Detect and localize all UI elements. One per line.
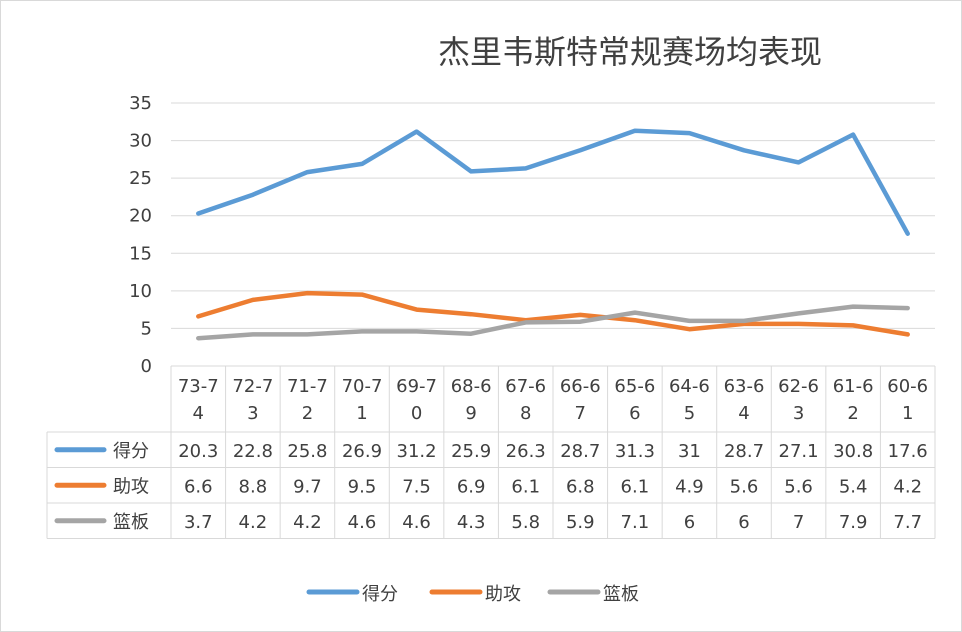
data-label: 28.7 bbox=[560, 441, 600, 462]
y-tick-label: 30 bbox=[129, 131, 152, 152]
data-label: 4.6 bbox=[348, 512, 377, 533]
x-tick-label: 73-7 bbox=[178, 376, 219, 397]
data-label: 31 bbox=[678, 441, 701, 462]
data-label: 25.8 bbox=[287, 441, 327, 462]
x-tick-label: 9 bbox=[465, 403, 476, 424]
x-tick-label: 68-6 bbox=[451, 376, 492, 397]
legend-label: 篮板 bbox=[603, 584, 639, 605]
data-label: 4.9 bbox=[675, 476, 704, 497]
data-label: 3.7 bbox=[184, 512, 213, 533]
x-tick-label: 64-6 bbox=[669, 376, 710, 397]
table-series-name: 得分 bbox=[113, 441, 149, 462]
x-tick-label: 4 bbox=[738, 403, 749, 424]
data-label: 6.6 bbox=[184, 476, 213, 497]
y-tick-label: 5 bbox=[141, 318, 152, 339]
data-label: 6.8 bbox=[566, 476, 595, 497]
x-tick-label: 2 bbox=[847, 403, 858, 424]
data-label: 7.9 bbox=[839, 512, 868, 533]
y-tick-label: 20 bbox=[129, 206, 152, 227]
data-label: 9.7 bbox=[293, 476, 322, 497]
legend: 得分 助攻 篮板 bbox=[306, 584, 639, 605]
x-tick-label: 67-6 bbox=[505, 376, 546, 397]
data-label: 31.2 bbox=[397, 441, 437, 462]
x-tick-label: 4 bbox=[193, 403, 204, 424]
data-label: 26.9 bbox=[342, 441, 382, 462]
x-tick-label: 72-7 bbox=[232, 376, 273, 397]
chart-title: 杰里韦斯特常规赛场均表现 bbox=[438, 33, 822, 71]
x-tick-label: 8 bbox=[520, 403, 531, 424]
data-label: 20.3 bbox=[178, 441, 218, 462]
y-tick-label: 0 bbox=[141, 356, 152, 377]
data-label: 7.5 bbox=[402, 476, 431, 497]
data-label: 4.2 bbox=[893, 476, 922, 497]
data-label: 4.2 bbox=[239, 512, 268, 533]
x-tick-label: 60-6 bbox=[887, 376, 928, 397]
x-tick-label: 3 bbox=[247, 403, 258, 424]
y-tick-label: 35 bbox=[129, 93, 152, 114]
data-label: 17.6 bbox=[888, 441, 928, 462]
data-table: 73-7 4 72-7 3 71-7 2 70-7 1 69-7 0 68-6 9 67-6 8 66-6 7… bbox=[46, 365, 936, 539]
data-label: 4.3 bbox=[457, 512, 486, 533]
plot-lines bbox=[196, 128, 910, 341]
data-label: 7.7 bbox=[893, 512, 922, 533]
data-label: 8.8 bbox=[239, 476, 268, 497]
y-tick-label: 15 bbox=[129, 243, 152, 264]
x-tick-label: 69-7 bbox=[396, 376, 437, 397]
data-label: 22.8 bbox=[233, 441, 273, 462]
data-label: 5.4 bbox=[839, 476, 868, 497]
table-series-name: 篮板 bbox=[113, 512, 149, 533]
x-tick-label: 6 bbox=[629, 403, 640, 424]
data-label: 6 bbox=[738, 512, 749, 533]
x-tick-label: 3 bbox=[793, 403, 804, 424]
x-tick-label: 2 bbox=[302, 403, 313, 424]
x-tick-label: 0 bbox=[411, 403, 422, 424]
data-label: 28.7 bbox=[724, 441, 764, 462]
series-line-2 bbox=[196, 304, 910, 341]
x-tick-label: 7 bbox=[575, 403, 586, 424]
x-tick-label: 63-6 bbox=[724, 376, 765, 397]
data-label: 6.9 bbox=[457, 476, 486, 497]
data-label: 25.9 bbox=[451, 441, 491, 462]
x-tick-label: 66-6 bbox=[560, 376, 601, 397]
data-label: 7.1 bbox=[621, 512, 650, 533]
y-tick-label: 25 bbox=[129, 168, 152, 189]
y-axis: 0 5 10 15 20 25 30 35 bbox=[129, 93, 152, 377]
x-tick-label: 62-6 bbox=[778, 376, 819, 397]
data-label: 5.6 bbox=[784, 476, 813, 497]
data-label: 26.3 bbox=[506, 441, 546, 462]
legend-label: 助攻 bbox=[485, 584, 521, 605]
series-line-1 bbox=[196, 290, 910, 337]
x-tick-label: 65-6 bbox=[614, 376, 655, 397]
table-series-name: 助攻 bbox=[113, 476, 149, 497]
data-label: 6.1 bbox=[511, 476, 540, 497]
data-label: 4.6 bbox=[402, 512, 431, 533]
data-label: 6 bbox=[684, 512, 695, 533]
x-tick-label: 61-6 bbox=[833, 376, 874, 397]
data-label: 9.5 bbox=[348, 476, 377, 497]
data-label: 30.8 bbox=[833, 441, 873, 462]
x-tick-label: 1 bbox=[356, 403, 367, 424]
y-tick-label: 10 bbox=[129, 281, 152, 302]
data-label: 27.1 bbox=[779, 441, 819, 462]
legend-label: 得分 bbox=[362, 584, 398, 605]
x-tick-label: 71-7 bbox=[287, 376, 328, 397]
data-label: 6.1 bbox=[621, 476, 650, 497]
data-label: 5.6 bbox=[730, 476, 759, 497]
data-label: 5.9 bbox=[566, 512, 595, 533]
x-tick-label: 5 bbox=[684, 403, 695, 424]
data-label: 4.2 bbox=[293, 512, 322, 533]
data-label: 5.8 bbox=[511, 512, 540, 533]
series-line-0 bbox=[196, 128, 910, 236]
data-label: 31.3 bbox=[615, 441, 655, 462]
x-tick-label: 70-7 bbox=[342, 376, 383, 397]
x-tick-label: 1 bbox=[902, 403, 913, 424]
data-label: 7 bbox=[793, 512, 804, 533]
